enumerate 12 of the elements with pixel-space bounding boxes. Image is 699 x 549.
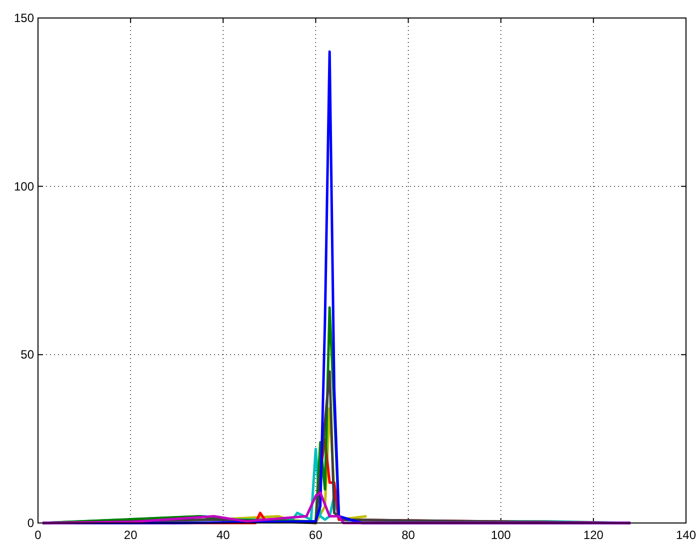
y-tick-label: 100 xyxy=(14,179,34,194)
x-tick-label: 120 xyxy=(583,528,604,542)
x-tick-label: 140 xyxy=(676,528,696,542)
x-tick-label: 40 xyxy=(216,528,230,542)
y-tick-label: 0 xyxy=(27,516,34,530)
x-tick-label: 20 xyxy=(124,528,138,542)
y-tick-label: 150 xyxy=(14,11,34,25)
x-tick-label: 100 xyxy=(490,528,512,542)
line-series xyxy=(41,491,632,524)
x-tick-label: 60 xyxy=(309,528,323,542)
y-tick-label: 50 xyxy=(20,348,34,362)
x-tick-label: 80 xyxy=(402,528,416,542)
